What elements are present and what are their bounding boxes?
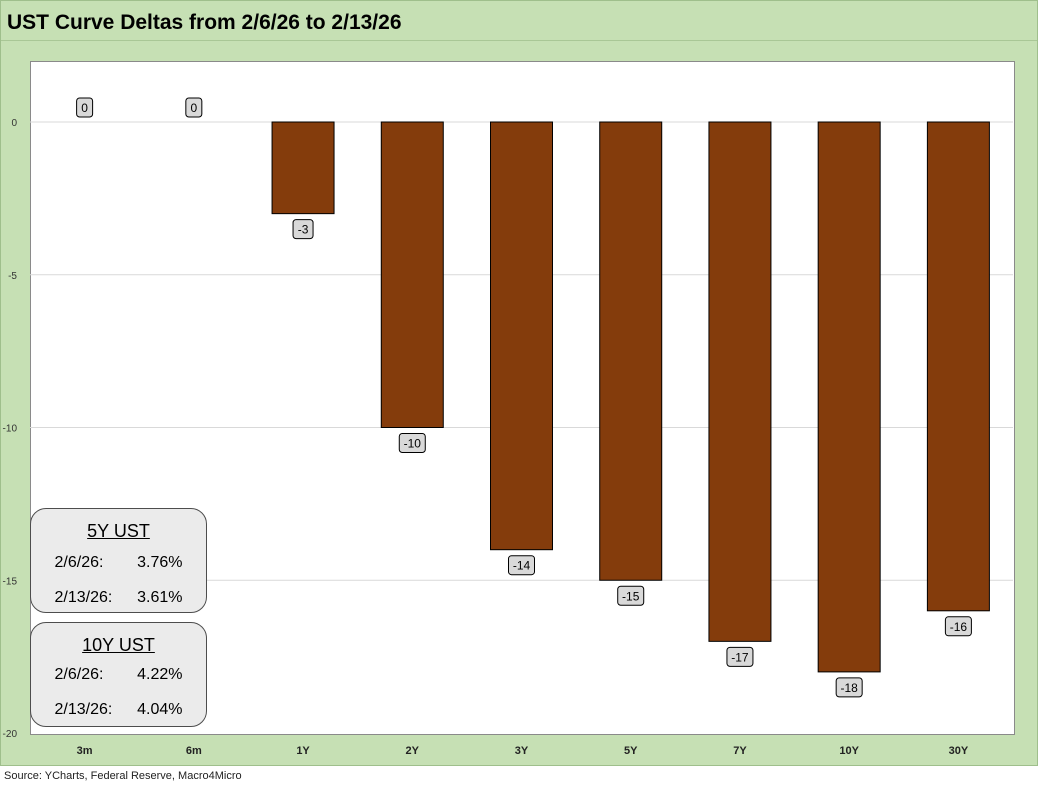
y-tick-label: -5 [8,271,17,282]
info-box-5y-ust: 5Y UST 2/6/26: 3.76% 2/13/26: 3.61% [30,508,207,613]
bar [926,121,990,612]
bar [380,121,444,428]
x-tick-label: 3Y [515,745,529,757]
info-row: 2/6/26: 3.76% [31,554,206,572]
info-row-value: 4.22% [137,666,183,683]
info-box-title: 5Y UST [87,521,150,541]
x-tick-label: 5Y [624,745,638,757]
info-row: 2/6/26: 4.22% [31,666,206,684]
x-tick-label: 30Y [949,745,969,757]
bar [271,121,335,215]
data-label-box [292,219,314,240]
data-label: 0 [190,101,197,115]
x-tick-label: 1Y [296,745,310,757]
bar [817,121,881,673]
info-box-title: 10Y UST [82,635,155,655]
data-label-box [398,433,426,453]
x-tick-label: 10Y [839,745,859,757]
info-row-value: 3.61% [137,589,183,606]
data-label-box [185,97,203,118]
y-tick-label: -20 [3,729,18,740]
source-note: Source: YCharts, Federal Reserve, Macro4… [4,770,242,782]
data-label: -16 [950,620,968,634]
info-row-value: 3.76% [137,554,183,571]
data-label-box [835,677,863,698]
x-tick-label: 6m [186,745,202,757]
info-row-date: 2/13/26: [54,701,113,718]
data-label: -15 [622,589,640,603]
title-divider [1,40,1037,41]
chart-title: UST Curve Deltas from 2/6/26 to 2/13/26 [7,11,402,34]
data-label: -14 [513,559,531,573]
y-tick-label: -10 [3,424,18,435]
data-label: -17 [731,650,749,664]
y-tick-label: -15 [3,576,18,587]
data-label: -10 [404,437,422,451]
data-label: -3 [298,223,309,237]
info-row: 2/13/26: 4.04% [31,701,206,719]
info-row-value: 4.04% [137,701,183,718]
x-tick-label: 2Y [406,745,420,757]
y-tick-label: 0 [11,118,17,129]
data-label-box [617,585,645,606]
info-box-10y-ust: 10Y UST 2/6/26: 4.22% 2/13/26: 4.04% [30,622,207,727]
data-label-box [726,646,754,667]
info-row-date: 2/6/26: [54,666,104,683]
info-row-date: 2/13/26: [54,589,113,606]
x-tick-label: 3m [77,745,93,757]
data-label: -18 [840,681,858,695]
x-tick-label: 7Y [733,745,747,757]
info-row: 2/13/26: 3.61% [31,589,206,607]
info-row-date: 2/6/26: [54,554,104,571]
data-label: 0 [81,101,88,115]
data-label-box [944,616,972,637]
bar [708,121,772,642]
bar [599,121,663,581]
bar [490,121,553,551]
data-label-box [508,555,535,576]
data-label-box [76,97,94,118]
